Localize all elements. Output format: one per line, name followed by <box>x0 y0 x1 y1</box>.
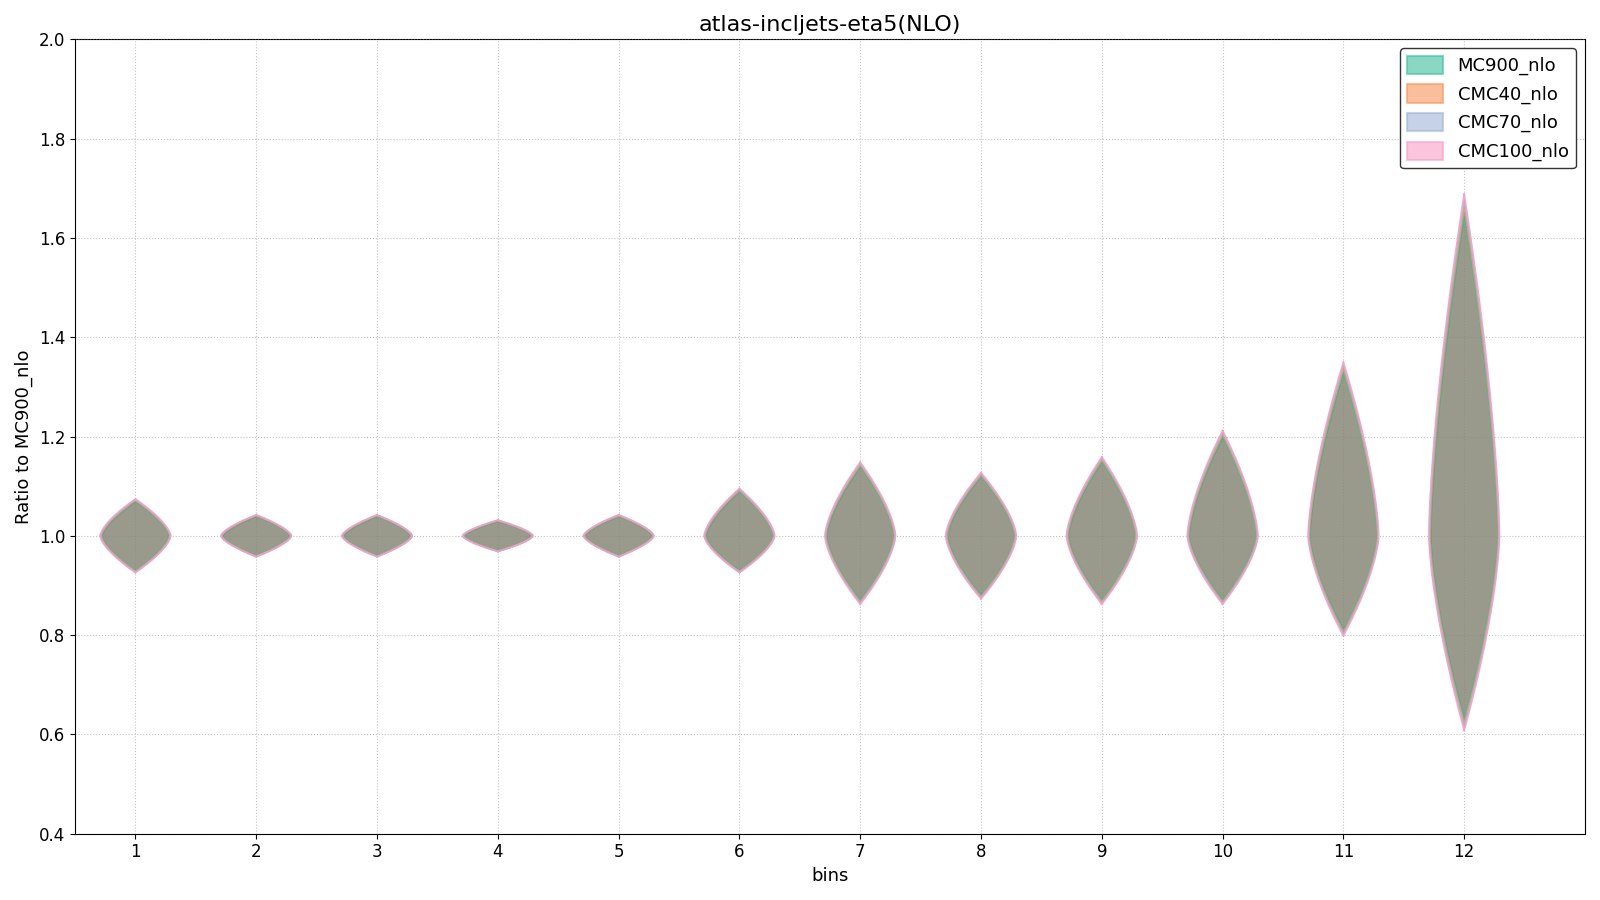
Y-axis label: Ratio to MC900_nlo: Ratio to MC900_nlo <box>14 349 34 524</box>
Legend: MC900_nlo, CMC40_nlo, CMC70_nlo, CMC100_nlo: MC900_nlo, CMC40_nlo, CMC70_nlo, CMC100_… <box>1400 49 1576 168</box>
Title: atlas-incljets-eta5(NLO): atlas-incljets-eta5(NLO) <box>699 15 962 35</box>
X-axis label: bins: bins <box>811 867 848 885</box>
